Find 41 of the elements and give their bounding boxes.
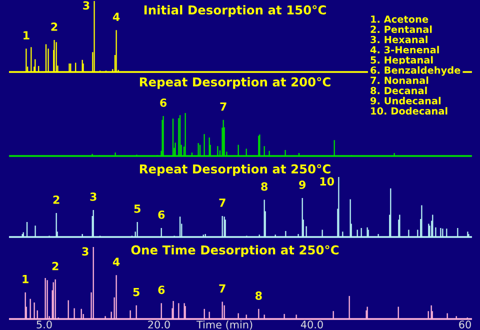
annotation: 9	[299, 180, 306, 189]
annotation: 3	[83, 1, 90, 10]
chart-title: Repeat Desorption at 200°C	[140, 77, 330, 89]
annotation: 4	[112, 12, 120, 21]
x-tick-label: 40.0	[300, 320, 323, 328]
annotation: 3. Hexanal	[370, 36, 428, 44]
chart-title: One Time Desorption at 250°C	[131, 245, 339, 257]
annotation: 8	[255, 291, 262, 300]
x-tick-label: 20.0	[148, 320, 170, 328]
annotation: 6. Benzaldehyde	[370, 66, 460, 76]
text: 8. Decanal	[370, 86, 427, 94]
annotation: 1	[22, 275, 28, 284]
chart-title: Repeat Desorption at 250°C	[140, 164, 330, 176]
annotation: 3	[82, 247, 88, 256]
text: 9. Undecanal	[370, 96, 441, 104]
annotation: 10. Dodecanal	[371, 107, 448, 115]
annotation: 5	[134, 204, 140, 213]
annotation: 5	[133, 288, 140, 296]
annotation: 2. Pentanal	[370, 25, 432, 34]
text: 7. Nonanal	[370, 76, 428, 84]
x-axis-title: Time (min)	[196, 320, 252, 330]
annotation: 6	[160, 98, 167, 107]
annotation: 8	[261, 182, 268, 191]
annotation: 6	[158, 286, 165, 294]
x-tick-label: 5.0	[36, 320, 52, 328]
annotation: 10	[320, 177, 334, 186]
annotation: 4. 3-Henenal	[370, 46, 439, 54]
annotation: 2	[51, 22, 58, 31]
annotation: 7	[220, 102, 226, 111]
annotation: 2	[53, 196, 60, 204]
x-tick-label: 60	[459, 320, 471, 328]
chart-title: Initial Desorption at 150°C	[144, 5, 326, 17]
annotation: 4	[112, 258, 120, 266]
annotation: 5. Heptanal	[370, 56, 433, 66]
annotation: 7	[219, 198, 226, 207]
annotation: 6	[158, 210, 165, 219]
annotation: 7	[219, 284, 226, 292]
annotation: 2	[52, 262, 58, 270]
annotation: 3	[90, 192, 96, 201]
annotation: 1. Acetone	[371, 16, 428, 23]
annotation: 1	[24, 31, 30, 40]
